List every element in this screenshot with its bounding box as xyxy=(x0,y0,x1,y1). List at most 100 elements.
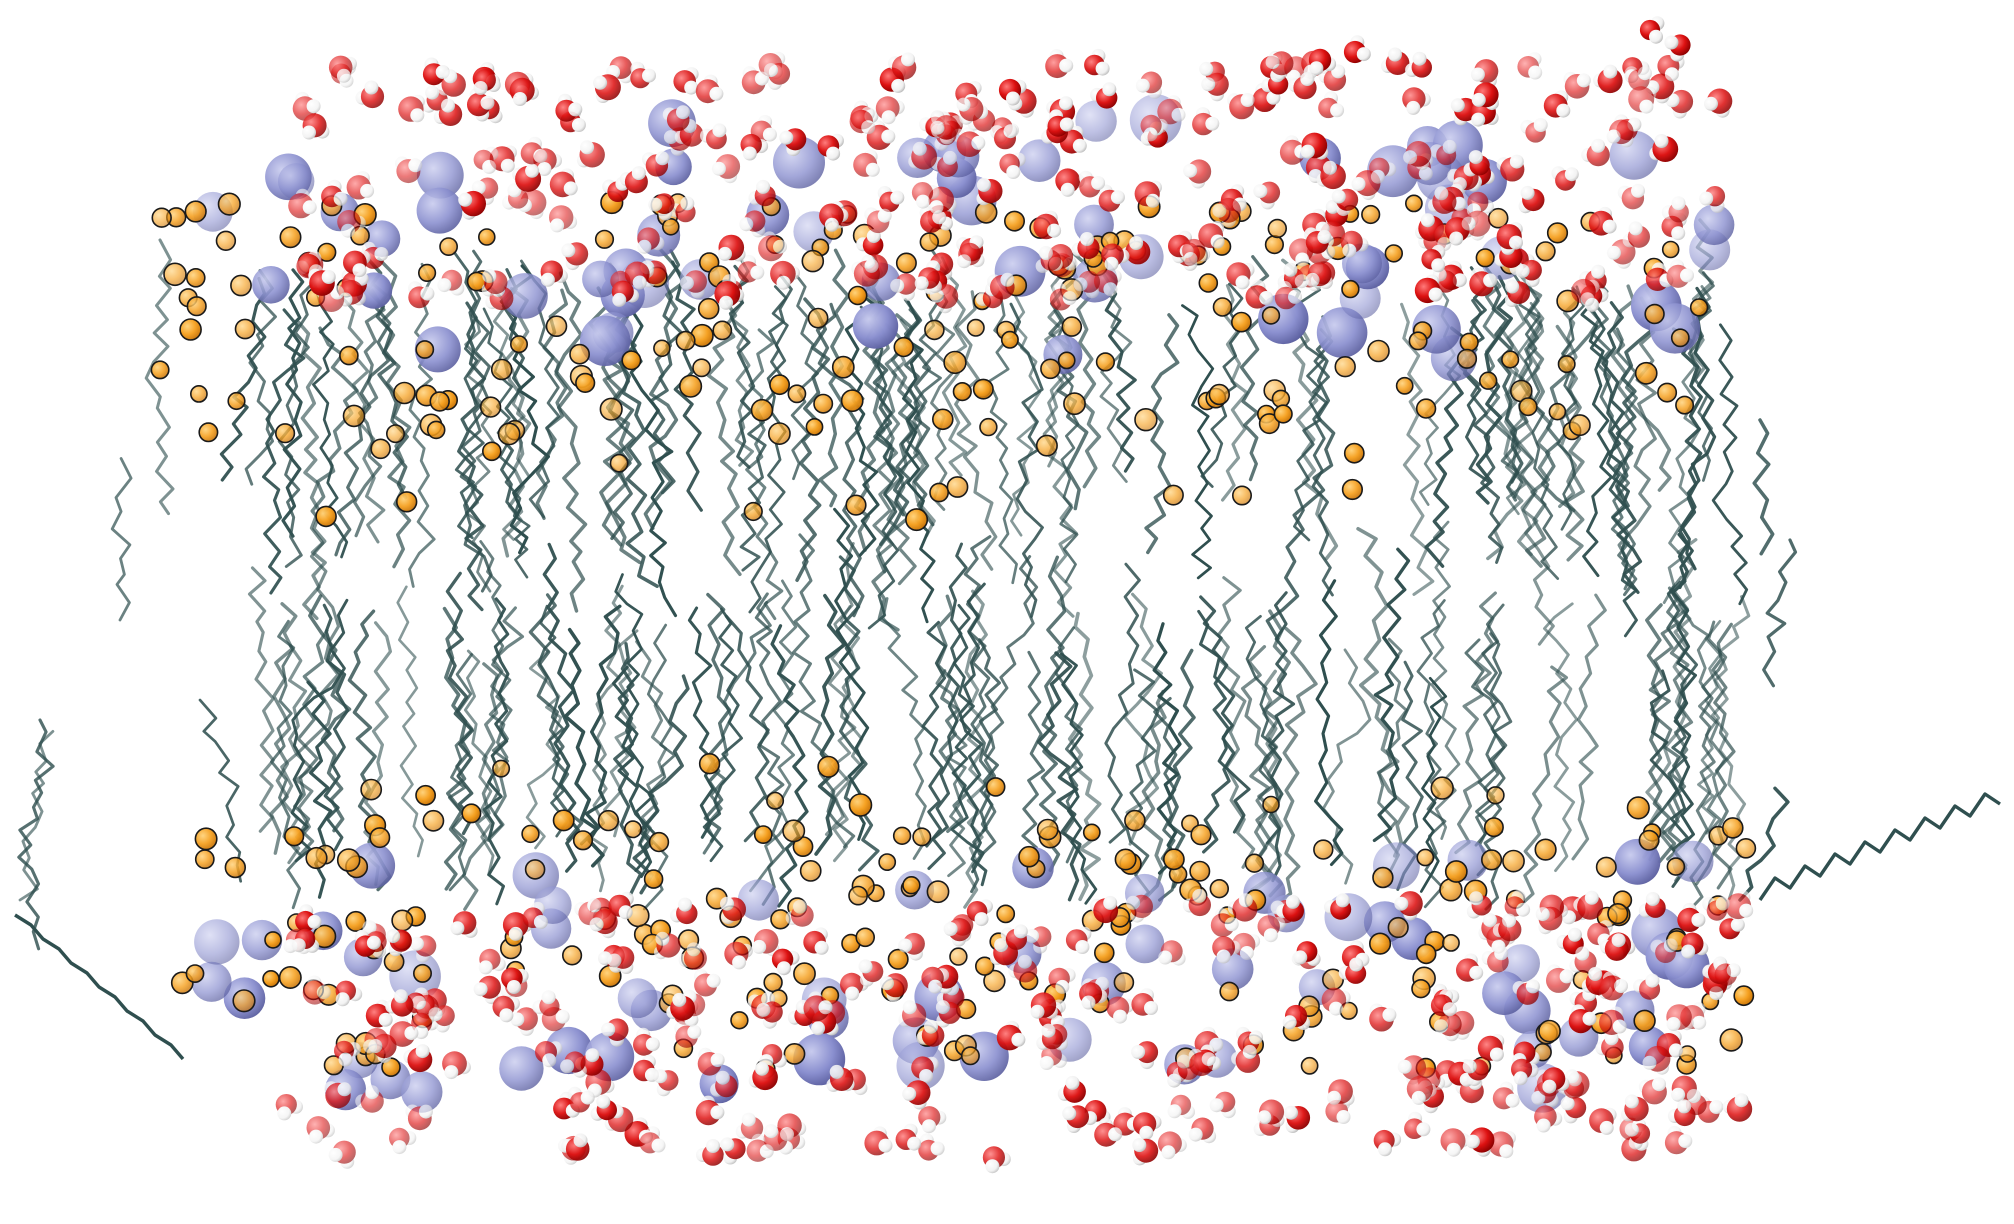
hydrogen-atom xyxy=(306,99,321,114)
hydrogen-atom xyxy=(415,1044,430,1059)
water-molecule xyxy=(1642,1045,1671,1075)
lipid-tail xyxy=(293,629,329,856)
lipid-tail xyxy=(579,604,622,846)
water-molecule xyxy=(1466,891,1492,919)
phosphorus-atom xyxy=(252,266,290,304)
ester-bead xyxy=(429,391,450,412)
hydrogen-atom xyxy=(444,1065,459,1080)
ester-bead xyxy=(1442,934,1460,952)
water-molecule xyxy=(275,1094,303,1121)
lipid-tail xyxy=(463,649,495,877)
water-molecule xyxy=(1434,1012,1462,1042)
ester-bead xyxy=(1334,356,1356,378)
hydrogen-atom xyxy=(333,191,348,206)
ester-bead xyxy=(1733,985,1755,1007)
hydrogen-atom xyxy=(368,1039,383,1053)
ester-bead xyxy=(1666,857,1686,876)
ester-bead xyxy=(845,494,867,516)
ester-bead xyxy=(230,274,252,297)
ester-bead xyxy=(783,1043,806,1065)
ester-bead xyxy=(768,422,791,446)
lipid-tail xyxy=(748,285,789,614)
ester-bead xyxy=(1300,1056,1319,1075)
lipid-tail xyxy=(482,307,531,579)
ester-bead xyxy=(1501,350,1520,369)
water-molecule xyxy=(1713,958,1741,986)
water-molecule xyxy=(395,156,423,184)
hydrogen-atom xyxy=(1515,264,1530,278)
hydrogen-atom xyxy=(752,939,767,954)
water-molecule xyxy=(1628,86,1657,114)
lipid-tail xyxy=(462,662,499,911)
hydrogen-atom xyxy=(773,239,787,254)
hydrogen-atom xyxy=(1110,190,1125,205)
water-molecule xyxy=(1284,1105,1311,1133)
ester-bead xyxy=(492,759,511,778)
hydrogen-atom xyxy=(478,960,493,975)
hydrogen-atom xyxy=(1494,946,1509,961)
ester-bead xyxy=(232,989,256,1013)
lipid-tail xyxy=(1372,547,1411,843)
phosphorus-atom xyxy=(1693,204,1735,246)
ester-bead xyxy=(1535,241,1556,262)
ester-bead xyxy=(1040,358,1061,380)
hydrogen-atom xyxy=(1006,91,1020,106)
hydrogen-atom xyxy=(754,71,769,86)
water-molecule xyxy=(1638,892,1666,918)
hydrogen-atom xyxy=(914,276,929,291)
hydrogen-atom xyxy=(653,1069,668,1084)
ester-bead xyxy=(848,885,869,906)
water-molecule xyxy=(467,87,495,117)
water-molecule xyxy=(764,62,791,90)
hydrogen-atom xyxy=(1317,229,1332,244)
hydrogen-atom xyxy=(1104,256,1119,271)
water-molecule xyxy=(956,97,984,125)
water-molecule xyxy=(908,141,937,170)
hydrogen-atom xyxy=(585,1048,600,1063)
hydrogen-atom xyxy=(793,899,807,914)
hydrogen-atom xyxy=(1216,949,1231,964)
lipid-tail xyxy=(408,262,436,588)
phosphorus-atom xyxy=(582,260,619,298)
hydrogen-atom xyxy=(473,982,488,997)
hydrogen-atom xyxy=(1450,98,1465,113)
water-molecule xyxy=(1617,183,1645,210)
water-molecule xyxy=(935,1000,961,1028)
hydrogen-atom xyxy=(1666,1017,1681,1031)
hydrogen-atom xyxy=(589,917,604,932)
lipid-tail xyxy=(1104,562,1141,844)
hydrogen-atom xyxy=(480,95,495,110)
hydrogen-atom xyxy=(1145,193,1160,208)
lipid-tail xyxy=(1067,611,1102,902)
ester-bead xyxy=(227,391,246,411)
hydrogen-atom xyxy=(1489,1047,1504,1062)
lipid-tail xyxy=(1273,627,1318,908)
water-molecule xyxy=(1471,82,1499,111)
hydrogen-atom xyxy=(410,108,425,123)
water-molecule xyxy=(1167,1094,1195,1119)
water-molecule xyxy=(1073,270,1101,299)
hydrogen-atom xyxy=(1603,64,1618,79)
water-molecule xyxy=(1331,188,1359,217)
ester-bead xyxy=(1124,809,1146,832)
water-molecule xyxy=(608,891,634,920)
lipid-tail xyxy=(1039,555,1067,872)
hydrogen-atom xyxy=(706,1139,720,1153)
hydrogen-atom xyxy=(1370,169,1385,184)
hydrogen-atom xyxy=(561,243,576,258)
ester-bead xyxy=(895,252,917,274)
ester-bead xyxy=(960,1046,980,1066)
ester-bead xyxy=(1003,210,1025,232)
ester-bead xyxy=(949,947,968,966)
water-layer xyxy=(275,16,1754,1174)
hydrogen-atom xyxy=(1081,995,1096,1010)
lipid-tail xyxy=(1520,283,1553,568)
water-molecule xyxy=(1440,1128,1470,1157)
lipid-tail xyxy=(1520,665,1568,906)
hydrogen-atom xyxy=(1709,1100,1724,1114)
water-molecule xyxy=(355,80,385,109)
hydrogen-atom xyxy=(1642,1055,1657,1070)
ester-bead xyxy=(575,372,596,394)
water-molecule xyxy=(1515,259,1542,288)
hydrogen-atom xyxy=(1686,1089,1701,1103)
